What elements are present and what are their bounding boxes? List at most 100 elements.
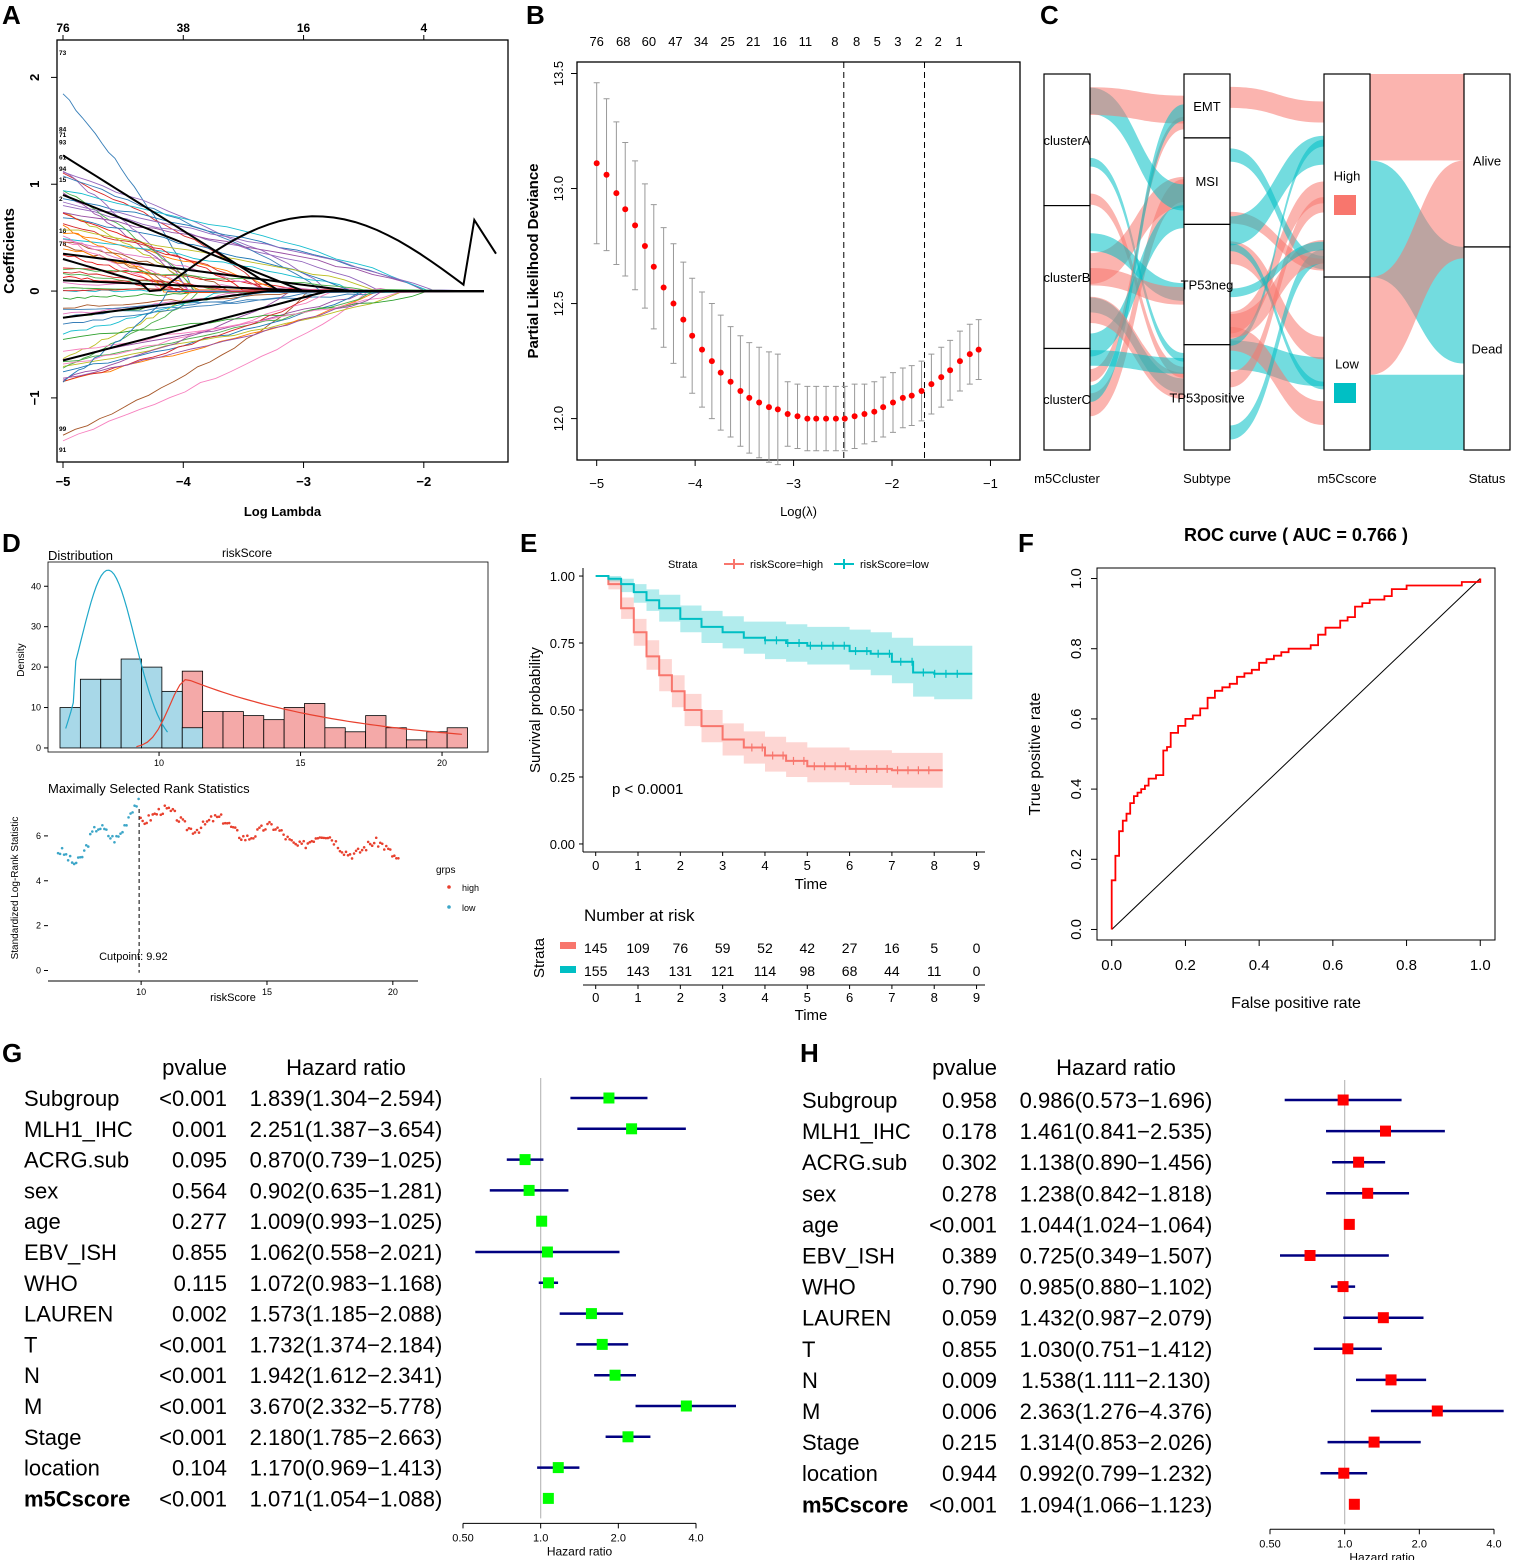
stratum-box xyxy=(1323,276,1371,451)
stratum-label: EMT xyxy=(1193,99,1221,114)
risk-x-tick-label: 1 xyxy=(634,990,641,1005)
risk-low-count: 114 xyxy=(754,963,777,979)
high-rank-point xyxy=(344,850,348,854)
stratum-box xyxy=(1183,73,1231,139)
low-rank-point xyxy=(70,861,74,864)
coef-path xyxy=(62,290,484,369)
deviance-point xyxy=(756,399,763,406)
high-rank-point xyxy=(191,832,195,835)
row-pvalue: <0.001 xyxy=(159,1425,227,1450)
hr-marker xyxy=(585,1308,597,1320)
coef-path xyxy=(62,290,484,367)
y-tick-label: 2 xyxy=(36,921,41,931)
risk-high-count: 5 xyxy=(930,940,938,956)
x-tick-label: 0.50 xyxy=(452,1532,473,1544)
deviance-point xyxy=(680,316,687,323)
row-label: ACRG.sub xyxy=(24,1148,129,1173)
x-tick-label: 1.0 xyxy=(1470,957,1491,974)
high-rank-point xyxy=(254,835,257,838)
row-label: MLH1_IHC xyxy=(24,1117,133,1142)
deviance-point xyxy=(603,171,610,178)
dist-subtitle: riskScore xyxy=(222,546,272,560)
high-histogram-bar xyxy=(263,719,285,749)
legend-high-dot xyxy=(447,885,451,889)
top-tick-label: 4 xyxy=(420,21,427,35)
low-rank-point xyxy=(109,837,112,840)
hr-marker xyxy=(542,1492,554,1504)
hr-marker xyxy=(552,1462,564,1474)
high-rank-point xyxy=(336,846,340,850)
hr-marker xyxy=(1431,1405,1443,1417)
high-rank-point xyxy=(348,853,352,856)
legend-low-label: low xyxy=(462,903,476,913)
high-rank-point xyxy=(306,842,310,845)
row-hr-text: 1.072(0.983−1.168) xyxy=(250,1271,443,1296)
deviance-point xyxy=(890,399,897,406)
y-axis-title: True positive rate xyxy=(1027,692,1044,815)
row-hr-text: 1.839(1.304−2.594) xyxy=(250,1086,443,1111)
row-hr-text: 0.992(0.799−1.232) xyxy=(1020,1461,1213,1486)
y-tick-label: 0 xyxy=(36,966,41,976)
high-rank-point xyxy=(284,837,287,841)
high-rank-point xyxy=(360,848,364,852)
x-tick-label: 10 xyxy=(154,758,164,768)
high-rank-point xyxy=(276,826,279,829)
high-rank-point xyxy=(354,849,358,853)
flow-ribbon xyxy=(1230,148,1324,270)
high-rank-point xyxy=(151,813,155,816)
row-pvalue: 0.855 xyxy=(942,1337,997,1362)
row-label: Subgroup xyxy=(802,1088,897,1113)
legend-high-swatch xyxy=(1334,195,1356,215)
coef-path xyxy=(62,267,484,292)
hr-marker xyxy=(1353,1156,1365,1168)
y-tick-label: 13.0 xyxy=(551,176,566,201)
low-rank-point xyxy=(97,828,100,831)
row-pvalue: <0.001 xyxy=(159,1086,227,1111)
risk-x-tick-label: 7 xyxy=(888,990,895,1005)
low-rank-point xyxy=(101,823,104,827)
top-tick-label: 38 xyxy=(177,21,191,35)
low-rank-point xyxy=(60,846,64,850)
x-tick-label: 6 xyxy=(846,858,853,873)
stratum-label: Alive xyxy=(1473,153,1501,168)
coef-path xyxy=(62,238,484,294)
row-hr-text: 0.725(0.349−1.507) xyxy=(1020,1244,1213,1269)
high-histogram-bar xyxy=(344,731,367,749)
deviance-point xyxy=(918,387,925,394)
high-rank-point xyxy=(141,819,144,823)
coef-path xyxy=(62,254,484,293)
row-label: N xyxy=(802,1368,818,1393)
path-label: 94 xyxy=(59,166,67,173)
risk-low-count: 155 xyxy=(584,963,608,979)
y-tick-label: 0.8 xyxy=(1068,638,1085,659)
deviance-point xyxy=(727,378,734,385)
top-tick-label: 47 xyxy=(668,34,682,49)
row-pvalue: 0.002 xyxy=(172,1302,227,1327)
high-rank-point xyxy=(393,854,396,858)
high-rank-point xyxy=(159,813,163,817)
top-tick-label: 2 xyxy=(935,34,942,49)
y-tick-label: 10 xyxy=(31,703,41,713)
panel-b-cv-deviance: −5 −4 −3 −2 −112.012.513.013.576 68 60 47 34 25 21… xyxy=(525,34,1021,519)
risk-high-count: 27 xyxy=(842,940,858,956)
row-hr-text: 1.573(1.185−2.088) xyxy=(250,1302,443,1327)
hr-marker xyxy=(519,1154,531,1166)
low-rank-point xyxy=(125,824,128,827)
high-rank-point xyxy=(185,828,189,832)
risk-high-swatch xyxy=(560,942,576,949)
row-hr-text: 1.044(1.024−1.064) xyxy=(1020,1212,1213,1237)
diagonal-reference xyxy=(1111,578,1481,930)
selected-gene-path xyxy=(62,215,497,293)
risk-low-count: 11 xyxy=(927,963,942,979)
row-label: Stage xyxy=(802,1430,860,1455)
high-rank-point xyxy=(374,836,378,840)
stratum-box xyxy=(1183,137,1231,226)
row-label: M xyxy=(24,1394,42,1419)
high-rank-point xyxy=(235,828,239,832)
survival-curve xyxy=(595,575,973,675)
hr-marker xyxy=(1380,1125,1392,1137)
high-rank-point xyxy=(173,809,177,813)
high-rank-point xyxy=(318,836,322,839)
x-tick-label: 7 xyxy=(888,858,895,873)
